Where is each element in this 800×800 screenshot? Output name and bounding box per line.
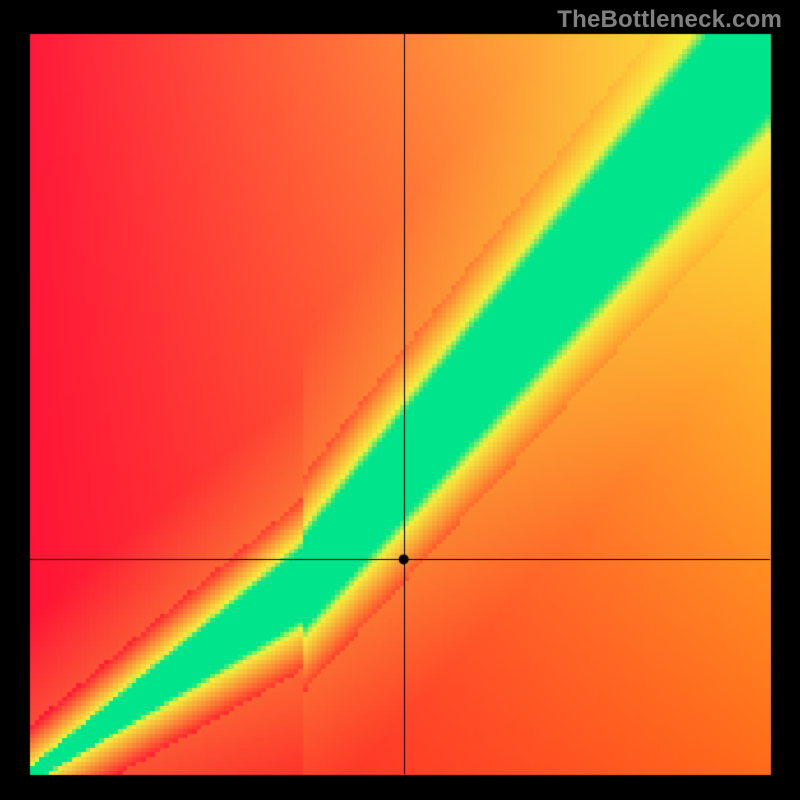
chart-container: TheBottleneck.com — [0, 0, 800, 800]
watermark-text: TheBottleneck.com — [557, 6, 782, 34]
heatmap-canvas — [0, 0, 800, 800]
